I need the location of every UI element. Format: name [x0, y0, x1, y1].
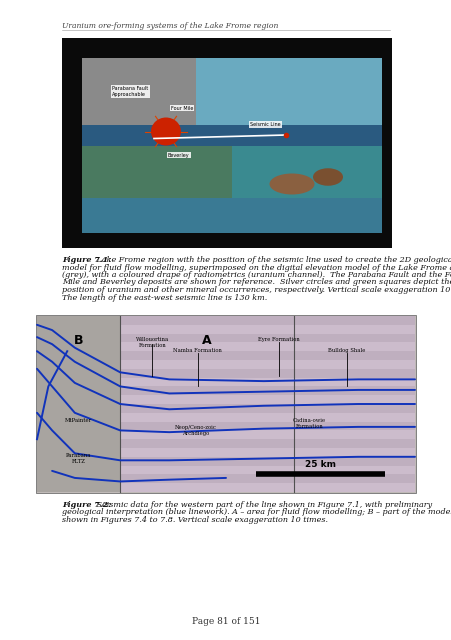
Bar [37, 474, 414, 483]
Bar [37, 422, 414, 431]
Text: position of uranium and other mineral occurrences, respectively. Vertical scale : position of uranium and other mineral oc… [62, 286, 451, 294]
Bar [37, 351, 414, 360]
Text: The length of the east-west seismic line is 130 km.: The length of the east-west seismic line… [62, 294, 267, 301]
Text: Figure 7.1:: Figure 7.1: [62, 256, 111, 264]
Text: Namba Formation: Namba Formation [173, 348, 221, 353]
Text: Seismic data for the western part of the line shown in Figure 7.1, with prelimin: Seismic data for the western part of the… [94, 501, 431, 509]
Bar [82, 145, 231, 198]
Text: Seismic Line: Seismic Line [250, 122, 281, 127]
Bar [37, 378, 414, 387]
Bar [37, 439, 414, 448]
Ellipse shape [269, 173, 314, 195]
Bar [37, 395, 414, 404]
Bar [62, 38, 391, 248]
Bar [37, 342, 414, 351]
Bar [37, 325, 414, 333]
Text: A: A [202, 333, 212, 347]
Bar [231, 145, 381, 198]
Bar [37, 466, 414, 474]
Text: B: B [74, 333, 83, 347]
Text: geological interpretation (blue linework). A – area for fluid flow modelling; B : geological interpretation (blue linework… [62, 509, 451, 516]
Bar [37, 413, 414, 422]
Ellipse shape [312, 168, 342, 186]
Text: (grey), with a coloured drape of radiometrics (uranium channel).  The Parabana F: (grey), with a coloured drape of radiome… [62, 271, 451, 279]
Bar [37, 316, 414, 325]
Bar [37, 430, 414, 439]
Bar [82, 58, 381, 233]
Text: Uranium ore-forming systems of the Lake Frome region: Uranium ore-forming systems of the Lake … [62, 22, 278, 30]
Text: Willouortina
Formation: Willouortina Formation [135, 337, 169, 348]
Text: Mile and Beverley deposits are shown for reference.  Silver circles and green sq: Mile and Beverley deposits are shown for… [62, 278, 451, 287]
Text: Figure 7.2:: Figure 7.2: [62, 501, 111, 509]
Bar [37, 457, 414, 466]
Text: shown in Figures 7.4 to 7.8. Vertical scale exaggeration 10 times.: shown in Figures 7.4 to 7.8. Vertical sc… [62, 516, 327, 524]
Text: model for fluid flow modelling, superimposed on the digital elevation model of t: model for fluid flow modelling, superimp… [62, 264, 451, 271]
Bar [37, 316, 414, 492]
Bar [37, 483, 414, 492]
Text: 25 km: 25 km [304, 460, 335, 469]
Text: Beverley: Beverley [168, 152, 189, 157]
Bar [37, 316, 120, 492]
Text: Page 81 of 151: Page 81 of 151 [191, 618, 260, 627]
Bar [37, 404, 414, 413]
Bar [37, 369, 414, 378]
Text: Lake Frome region with the position of the seismic line used to create the 2D ge: Lake Frome region with the position of t… [94, 256, 451, 264]
Bar [37, 333, 414, 342]
Bar [37, 360, 414, 369]
Text: Eyre Formation: Eyre Formation [258, 337, 299, 342]
Text: Bulldog Shale: Bulldog Shale [327, 348, 365, 353]
Bar [82, 125, 381, 145]
Text: Neop/Ceno-zoic
Archdiego: Neop/Ceno-zoic Archdiego [175, 425, 216, 436]
Bar [196, 58, 381, 125]
Ellipse shape [151, 118, 180, 145]
Bar [82, 58, 196, 142]
Text: MtPainter: MtPainter [65, 418, 92, 423]
Text: Parabana
FLTZ: Parabana FLTZ [66, 453, 91, 464]
Bar [37, 387, 414, 395]
Text: Parabana Fault
Approachable: Parabana Fault Approachable [112, 86, 148, 97]
Text: Cadina-owie
Formation: Cadina-owie Formation [292, 418, 325, 429]
Bar [37, 448, 414, 457]
Text: Four Mile: Four Mile [170, 106, 193, 111]
Bar [36, 315, 415, 493]
